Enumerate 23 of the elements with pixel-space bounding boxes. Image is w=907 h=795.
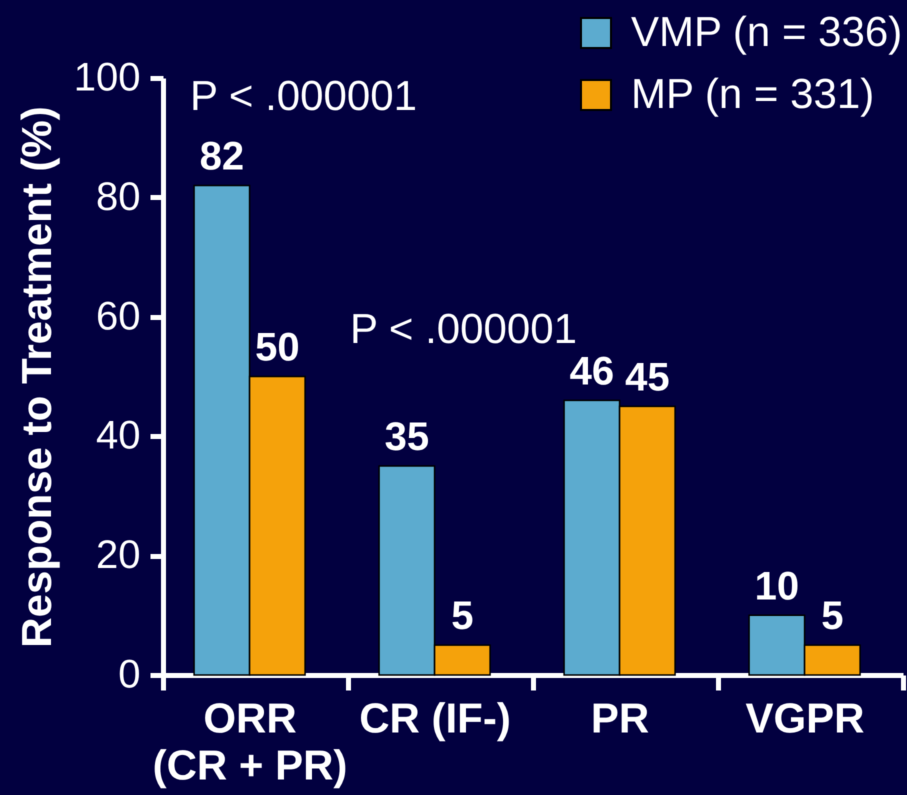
data-label: 35: [384, 415, 430, 460]
legend-label: VMP (n = 336): [631, 8, 902, 55]
data-label: 5: [821, 594, 844, 638]
x-tick-label: VGPR: [745, 694, 865, 742]
y-tick-label: 40: [96, 414, 140, 458]
y-tick-label: 100: [74, 56, 140, 100]
y-axis-title: Response to Treatment (%): [12, 106, 60, 648]
x-tick-label: PR: [590, 694, 650, 742]
data-label: 10: [754, 564, 800, 608]
y-tick-label: 60: [96, 294, 140, 338]
data-label: 5: [451, 594, 474, 638]
data-label: 46: [570, 349, 614, 394]
y-tick-label: 80: [96, 174, 140, 219]
x-tick-label: ORR (CR + PR): [152, 694, 348, 788]
annotation: P < .000001: [350, 305, 577, 352]
y-tick-label: 20: [96, 533, 140, 578]
data-label: 82: [200, 134, 244, 178]
x-tick-label: CR (IF-): [359, 694, 511, 742]
legend-label: MP (n = 331): [631, 70, 874, 117]
annotation: P < .000001: [190, 72, 417, 119]
y-tick-label: 0: [118, 652, 140, 696]
data-label: 45: [625, 355, 670, 400]
data-label: 50: [255, 326, 300, 370]
